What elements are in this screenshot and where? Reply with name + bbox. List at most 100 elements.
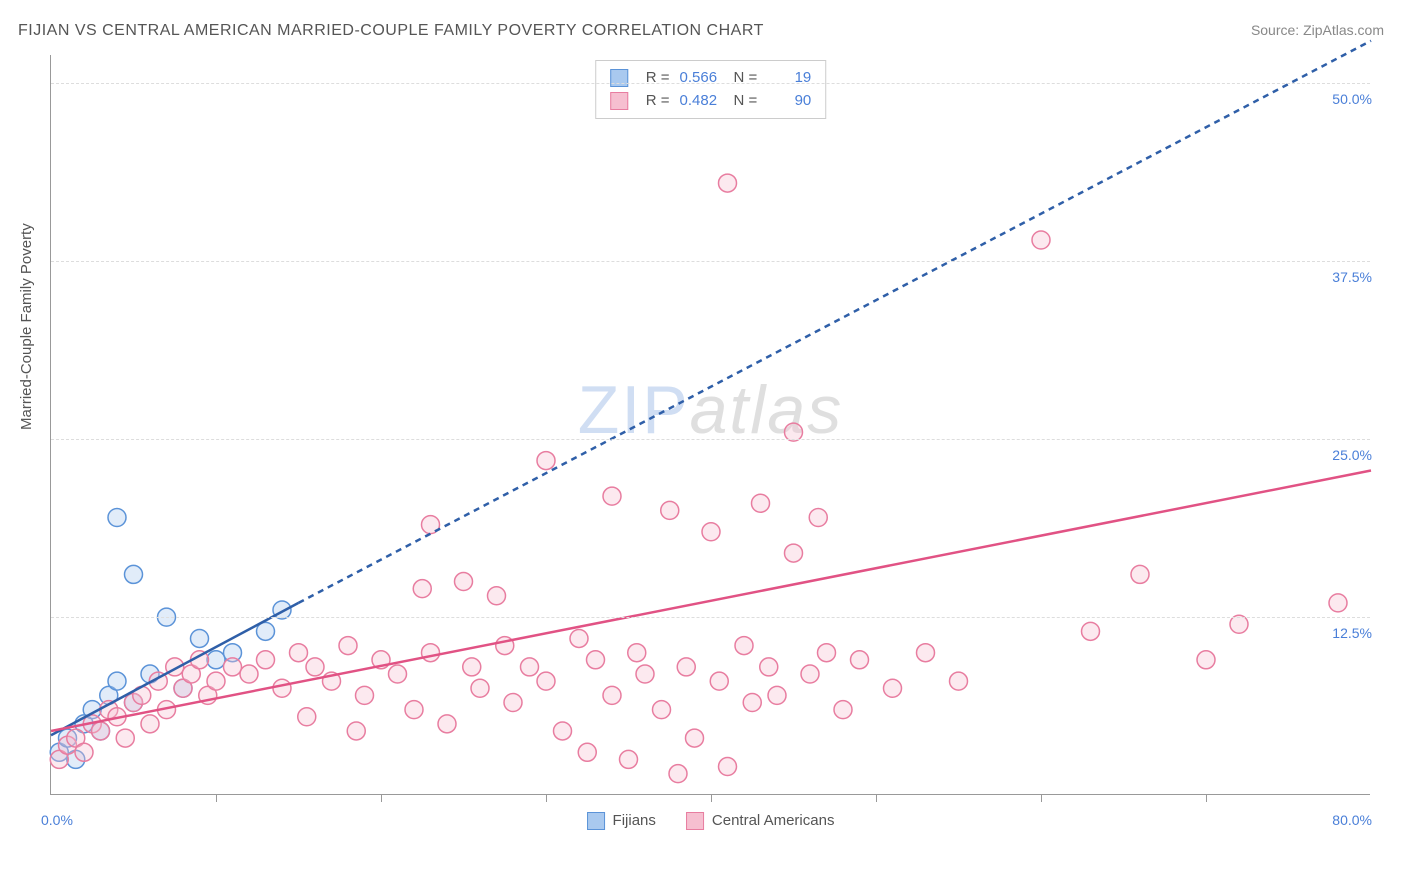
- y-tick-label: 25.0%: [1332, 447, 1372, 463]
- legend-swatch: [610, 92, 628, 110]
- chart-title: FIJIAN VS CENTRAL AMERICAN MARRIED-COUPL…: [18, 22, 764, 40]
- legend-label: Fijians: [613, 812, 656, 829]
- data-point: [125, 565, 143, 583]
- stats-n-value: 90: [767, 90, 811, 113]
- data-point: [743, 694, 761, 712]
- data-point: [620, 750, 638, 768]
- data-point: [710, 672, 728, 690]
- x-tick: [876, 794, 877, 802]
- data-point: [1082, 622, 1100, 640]
- data-point: [298, 708, 316, 726]
- y-tick-label: 50.0%: [1332, 91, 1372, 107]
- y-axis-title: Married-Couple Family Poverty: [18, 223, 35, 430]
- data-point: [801, 665, 819, 683]
- data-point: [686, 729, 704, 747]
- data-point: [191, 629, 209, 647]
- x-tick: [216, 794, 217, 802]
- legend-bottom: Fijians Central Americans: [587, 812, 835, 830]
- trend-line-extrapolated: [299, 41, 1372, 603]
- data-point: [240, 665, 258, 683]
- data-point: [603, 487, 621, 505]
- data-point: [809, 509, 827, 527]
- data-point: [339, 637, 357, 655]
- x-tick: [1206, 794, 1207, 802]
- data-point: [413, 580, 431, 598]
- x-tick: [711, 794, 712, 802]
- plot-area: ZIPatlas R =0.566N =19R =0.482N =90 0.0%…: [50, 55, 1370, 795]
- x-tick: [546, 794, 547, 802]
- x-tick: [1041, 794, 1042, 802]
- data-point: [422, 644, 440, 662]
- legend-label: Central Americans: [712, 812, 835, 829]
- data-point: [116, 729, 134, 747]
- data-point: [537, 452, 555, 470]
- legend-swatch: [587, 812, 605, 830]
- data-point: [950, 672, 968, 690]
- data-point: [471, 679, 489, 697]
- x-tick: [381, 794, 382, 802]
- data-point: [257, 651, 275, 669]
- data-point: [669, 765, 687, 783]
- data-point: [677, 658, 695, 676]
- data-point: [851, 651, 869, 669]
- correlation-stats-box: R =0.566N =19R = 0.482 N = 90: [595, 60, 827, 119]
- data-point: [75, 743, 93, 761]
- data-point: [628, 644, 646, 662]
- trend-line: [51, 471, 1371, 731]
- gridline: [51, 261, 1370, 262]
- data-point: [587, 651, 605, 669]
- legend-swatch: [686, 812, 704, 830]
- data-point: [537, 672, 555, 690]
- data-point: [719, 174, 737, 192]
- data-point: [1131, 565, 1149, 583]
- data-point: [207, 672, 225, 690]
- data-point: [884, 679, 902, 697]
- data-point: [768, 686, 786, 704]
- data-point: [141, 715, 159, 733]
- data-point: [108, 672, 126, 690]
- gridline: [51, 617, 1370, 618]
- stats-r-label: R =: [646, 67, 670, 90]
- y-tick-label: 37.5%: [1332, 269, 1372, 285]
- x-axis-min-label: 0.0%: [41, 812, 73, 828]
- data-point: [463, 658, 481, 676]
- data-point: [306, 658, 324, 676]
- data-point: [818, 644, 836, 662]
- x-axis-max-label: 80.0%: [1332, 812, 1372, 828]
- data-point: [438, 715, 456, 733]
- data-point: [405, 701, 423, 719]
- y-tick-label: 12.5%: [1332, 625, 1372, 641]
- data-point: [834, 701, 852, 719]
- data-point: [488, 587, 506, 605]
- data-point: [290, 644, 308, 662]
- stats-r-label: R =: [646, 90, 670, 113]
- data-point: [224, 658, 242, 676]
- data-point: [653, 701, 671, 719]
- data-point: [1032, 231, 1050, 249]
- stats-n-label: N =: [734, 90, 758, 113]
- data-point: [785, 544, 803, 562]
- data-point: [554, 722, 572, 740]
- legend-item: Central Americans: [686, 812, 835, 830]
- gridline: [51, 83, 1370, 84]
- data-point: [702, 523, 720, 541]
- data-point: [356, 686, 374, 704]
- stats-row: R =0.566N =19: [610, 67, 812, 90]
- scatter-svg: [51, 55, 1370, 794]
- stats-r-value: 0.482: [680, 90, 724, 113]
- data-point: [570, 629, 588, 647]
- source-attribution: Source: ZipAtlas.com: [1251, 22, 1384, 38]
- stats-n-value: 19: [767, 67, 811, 90]
- data-point: [1197, 651, 1215, 669]
- data-point: [389, 665, 407, 683]
- data-point: [661, 501, 679, 519]
- data-point: [92, 722, 110, 740]
- data-point: [760, 658, 778, 676]
- data-point: [1329, 594, 1347, 612]
- data-point: [455, 573, 473, 591]
- data-point: [578, 743, 596, 761]
- legend-item: Fijians: [587, 812, 656, 830]
- data-point: [636, 665, 654, 683]
- data-point: [719, 758, 737, 776]
- gridline: [51, 439, 1370, 440]
